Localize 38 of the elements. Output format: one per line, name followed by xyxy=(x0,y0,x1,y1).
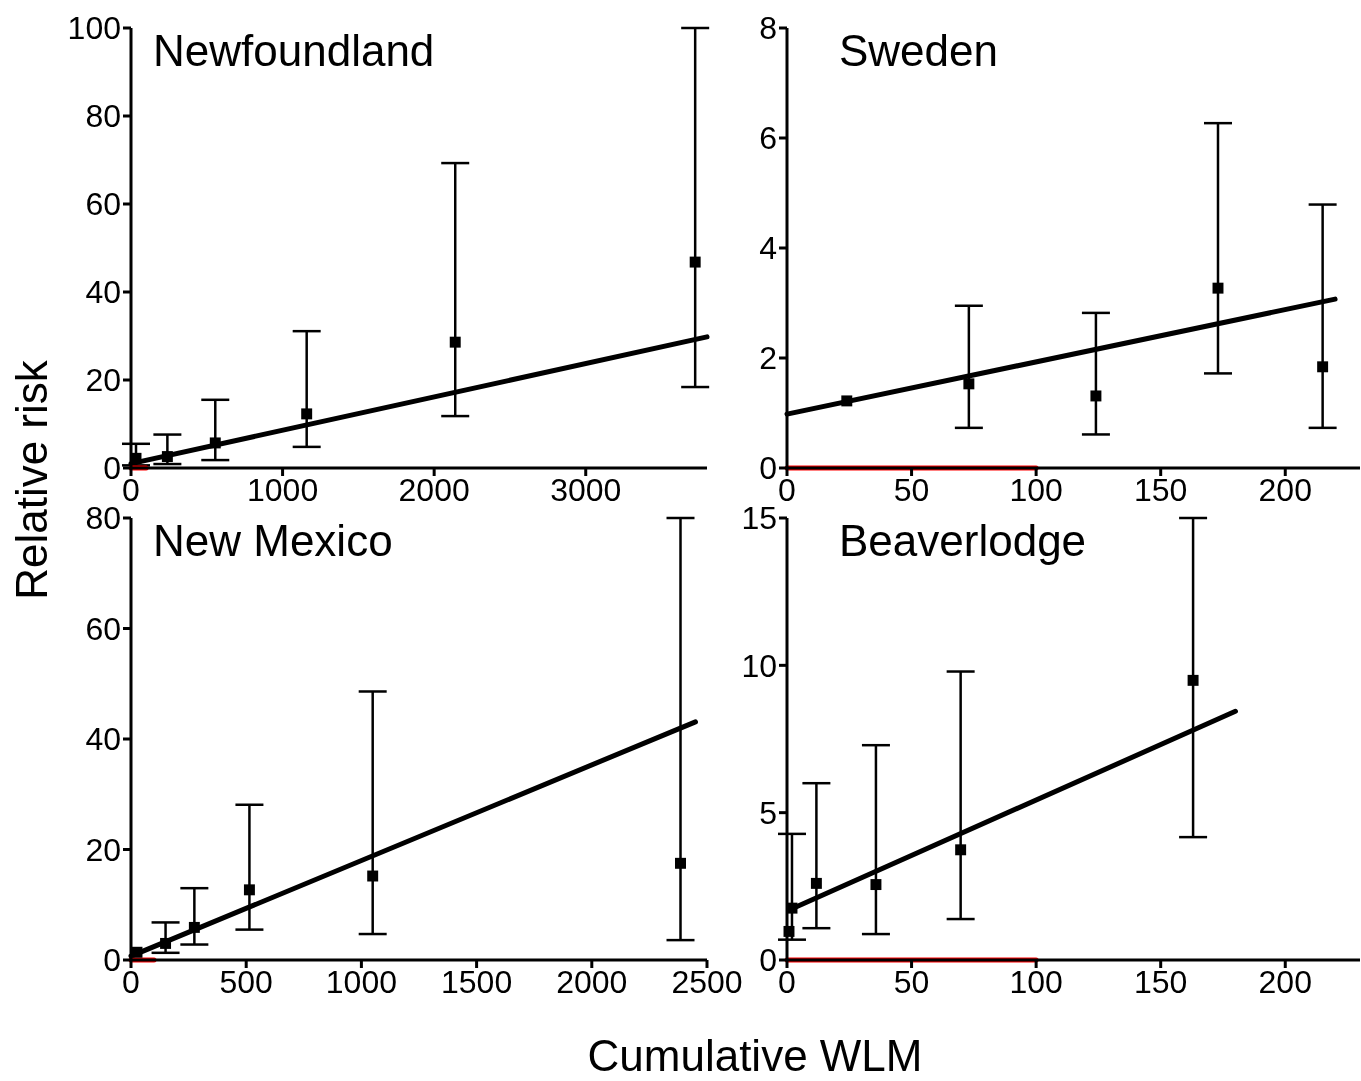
x-tick-label: 50 xyxy=(893,471,930,508)
x-tick-label: 3000 xyxy=(550,471,622,508)
y-tick-label: 15 xyxy=(741,500,777,537)
y-tick-label: 40 xyxy=(85,721,121,758)
x-tick-label: 500 xyxy=(219,963,273,1000)
y-tick-label: 20 xyxy=(85,831,121,868)
x-tick-label: 1000 xyxy=(325,963,397,1000)
y-tick-label: 80 xyxy=(85,98,121,135)
x-tick-label: 100 xyxy=(1009,963,1063,1000)
x-tick-label: 2500 xyxy=(671,963,743,1000)
y-axis-title: Relative risk xyxy=(7,360,57,600)
chart-title: New Mexico xyxy=(153,516,393,566)
chart-title: Beaverlodge xyxy=(839,516,1087,566)
x-tick-label: 100 xyxy=(1009,471,1063,508)
x-tick-label: 1500 xyxy=(441,963,513,1000)
y-tick-label: 6 xyxy=(759,120,777,157)
y-tick-label: 2 xyxy=(759,340,777,377)
chart-title: Newfoundland xyxy=(153,26,435,76)
x-tick-label: 1000 xyxy=(246,471,319,508)
x-tick-label: 2000 xyxy=(398,471,470,508)
x-axis-title: Cumulative WLM xyxy=(587,1031,923,1081)
y-tick-label: 60 xyxy=(85,186,121,223)
y-tick-label: 5 xyxy=(759,795,777,832)
y-tick-label: 40 xyxy=(85,274,121,311)
y-tick-label: 80 xyxy=(85,500,121,537)
x-tick-label: 150 xyxy=(1134,963,1188,1000)
chart-title: Sweden xyxy=(839,26,999,76)
x-tick-label: 50 xyxy=(893,963,930,1000)
y-tick-label: 20 xyxy=(85,362,121,399)
x-tick-label: 2000 xyxy=(556,963,628,1000)
x-tick-label: 150 xyxy=(1134,471,1188,508)
y-tick-label: 10 xyxy=(741,647,777,684)
x-tick-label: 200 xyxy=(1258,963,1312,1000)
y-tick-label: 60 xyxy=(85,610,121,647)
x-tick-label: 200 xyxy=(1258,471,1312,508)
y-tick-label: 100 xyxy=(67,10,121,47)
y-tick-label: 8 xyxy=(759,10,777,47)
y-tick-label: 4 xyxy=(759,230,777,267)
